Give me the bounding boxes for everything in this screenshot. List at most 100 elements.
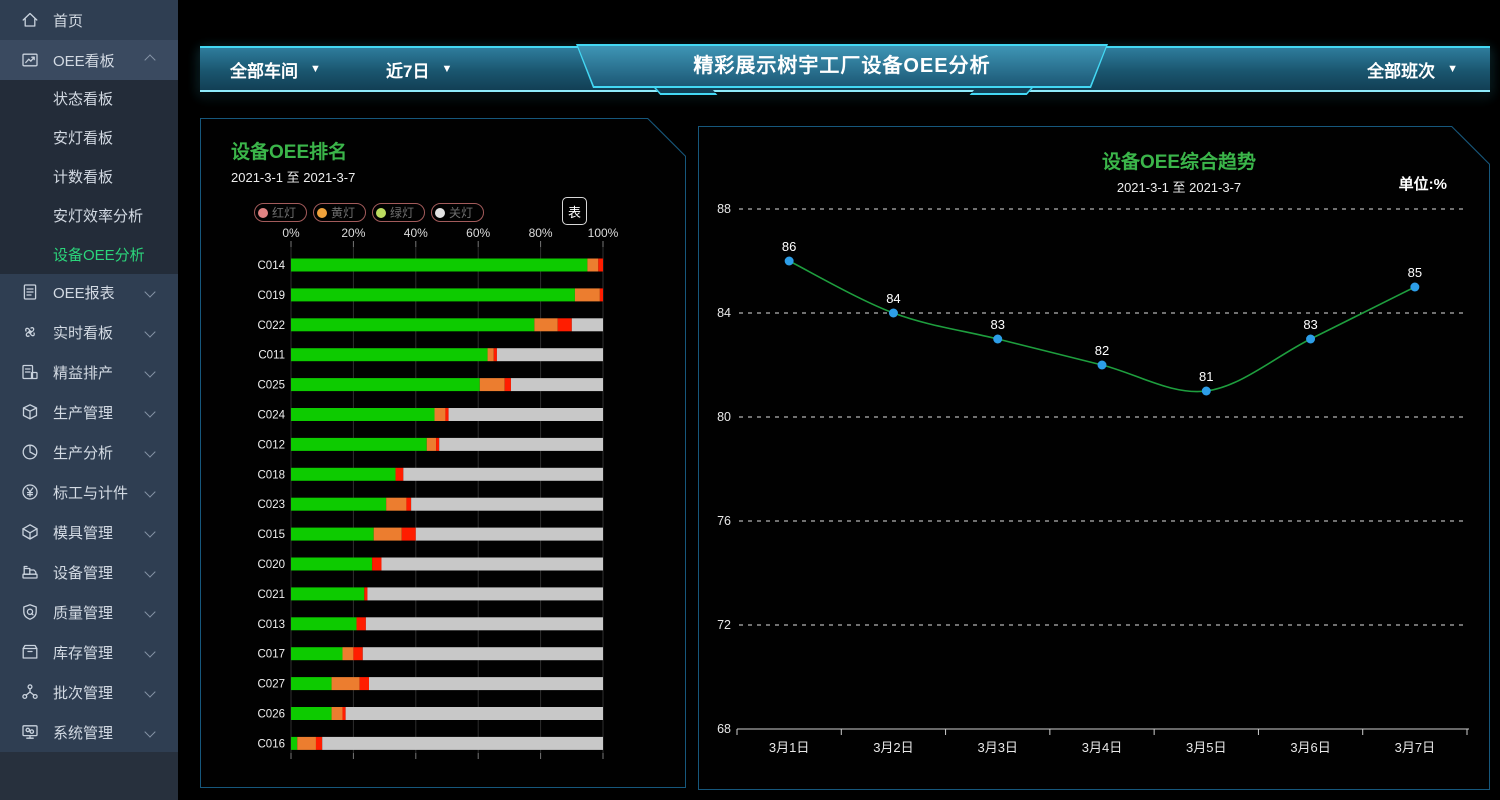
legend-dot — [435, 208, 445, 218]
bar-segment-绿灯 — [291, 737, 297, 750]
legend-item-绿灯[interactable]: 绿灯 — [372, 203, 425, 222]
data-point[interactable] — [1306, 335, 1315, 344]
mold-icon — [22, 524, 38, 540]
sidebar-item-质量管理[interactable]: 质量管理 — [0, 592, 178, 632]
page-title: 精彩展示树宇工厂设备OEE分析 — [693, 55, 991, 77]
bar-category-label: C022 — [258, 320, 286, 332]
data-point[interactable] — [1098, 361, 1107, 370]
bar-category-label: C021 — [258, 589, 286, 601]
data-point[interactable] — [993, 335, 1002, 344]
sidebar-subitem-状态看板[interactable]: 状态看板 — [0, 79, 231, 118]
legend-item-关灯[interactable]: 关灯 — [431, 203, 484, 222]
sidebar-item-系统管理[interactable]: 系统管理 — [0, 712, 178, 752]
bar-segment-绿灯 — [291, 617, 357, 630]
bar-segment-绿灯 — [291, 647, 342, 660]
bar-segment-红灯 — [598, 259, 603, 272]
sidebar-item-精益排产[interactable]: 精益排产 — [0, 352, 178, 392]
bar-segment-黄灯 — [435, 408, 446, 421]
legend-item-黄灯[interactable]: 黄灯 — [313, 203, 366, 222]
x-axis-category-label: 3月2日 — [873, 740, 913, 755]
chevron-down-icon — [144, 446, 156, 458]
data-point-value-label: 85 — [1408, 265, 1422, 280]
bar-segment-绿灯 — [291, 558, 372, 571]
sidebar-item-模具管理[interactable]: 模具管理 — [0, 512, 178, 552]
table-view-toggle-button[interactable]: 表 — [562, 197, 587, 225]
bar-category-label: C026 — [258, 709, 286, 721]
sidebar-item-首页[interactable]: 首页 — [0, 0, 178, 40]
bar-segment-黄灯 — [297, 737, 316, 750]
x-axis-category-label: 3月3日 — [977, 740, 1017, 755]
sidebar-item-label: 设备管理 — [53, 564, 114, 582]
bar-segment-绿灯 — [291, 677, 332, 690]
bar-segment-关灯 — [449, 408, 603, 421]
machine-icon — [22, 565, 38, 579]
bar-segment-黄灯 — [332, 707, 343, 720]
bar-segment-红灯 — [600, 288, 603, 301]
bar-segment-红灯 — [494, 348, 497, 361]
bar-segment-黄灯 — [427, 438, 436, 451]
legend-dot — [258, 208, 268, 218]
data-point[interactable] — [889, 309, 898, 318]
bar-category-label: C011 — [258, 350, 285, 362]
report-icon — [23, 284, 37, 300]
date-range-filter-dropdown[interactable]: 近7日 ▼ — [386, 46, 452, 92]
sidebar-item-label: 安灯看板 — [53, 130, 114, 147]
bar-segment-黄灯 — [374, 528, 402, 541]
bar-segment-红灯 — [357, 617, 366, 630]
workshop-filter-dropdown[interactable]: 全部车间 ▼ — [230, 46, 321, 92]
bar-segment-关灯 — [439, 438, 603, 451]
sidebar-item-label: 库存管理 — [53, 644, 114, 662]
bar-category-label: C013 — [258, 619, 286, 631]
bar-category-label: C015 — [258, 529, 286, 541]
bar-segment-关灯 — [497, 348, 603, 361]
bar-segment-黄灯 — [342, 647, 353, 660]
sidebar-subitem-设备OEE分析[interactable]: 设备OEE分析 — [0, 235, 231, 274]
sidebar-item-label: 系统管理 — [53, 724, 114, 742]
bar-category-label: C019 — [258, 290, 286, 302]
sidebar-item-设备管理[interactable]: 设备管理 — [0, 552, 178, 592]
sidebar-item-OEE报表[interactable]: OEE报表 — [0, 272, 178, 312]
sidebar-item-label: 计数看板 — [53, 169, 114, 186]
sidebar-subitem-安灯看板[interactable]: 安灯看板 — [0, 118, 231, 157]
workshop-filter-label: 全部车间 — [230, 61, 298, 81]
sidebar-item-生产管理[interactable]: 生产管理 — [0, 392, 178, 432]
sidebar-item-实时看板[interactable]: 实时看板 — [0, 312, 178, 352]
bar-segment-关灯 — [416, 528, 603, 541]
sidebar-subitem-计数看板[interactable]: 计数看板 — [0, 157, 231, 196]
data-point[interactable] — [785, 257, 794, 266]
y-axis-tick-label: 84 — [717, 306, 731, 320]
legend-label: 红灯 — [272, 206, 297, 220]
oee-trend-title: 设备OEE综合趋势 — [1101, 152, 1257, 173]
sidebar-item-label: 标工与计件 — [53, 484, 129, 502]
chevron-down-icon — [144, 646, 156, 658]
bar-segment-绿灯 — [291, 259, 587, 272]
shift-filter-label: 全部班次 — [1367, 61, 1436, 81]
sidebar-item-OEE看板[interactable]: OEE看板 — [0, 40, 178, 80]
legend-item-红灯[interactable]: 红灯 — [254, 203, 307, 222]
data-point-value-label: 82 — [1095, 343, 1109, 358]
bar-segment-绿灯 — [291, 468, 396, 481]
y-axis-tick-label: 76 — [717, 514, 731, 528]
sidebar-subitem-安灯效率分析[interactable]: 安灯效率分析 — [0, 196, 231, 235]
shift-filter-dropdown[interactable]: 全部班次 ▼ — [1367, 46, 1458, 92]
data-point[interactable] — [1410, 283, 1419, 292]
home-icon — [22, 12, 38, 27]
sidebar-item-标工与计件[interactable]: 标工与计件 — [0, 472, 178, 512]
bar-segment-关灯 — [363, 647, 603, 660]
sidebar-item-库存管理[interactable]: 库存管理 — [0, 632, 178, 672]
bar-segment-绿灯 — [291, 587, 364, 600]
data-point[interactable] — [1202, 387, 1211, 396]
bar-segment-绿灯 — [291, 348, 488, 361]
system-icon — [22, 725, 38, 739]
bar-segment-绿灯 — [291, 498, 386, 511]
bar-segment-红灯 — [353, 647, 362, 660]
bar-segment-红灯 — [406, 498, 411, 511]
sidebar-item-label: 安灯效率分析 — [53, 208, 144, 225]
sidebar-item-生产分析[interactable]: 生产分析 — [0, 432, 178, 472]
x-axis-tick-label: 80% — [529, 226, 553, 240]
sidebar-item-批次管理[interactable]: 批次管理 — [0, 672, 178, 712]
chevron-down-icon — [144, 286, 156, 298]
x-axis-category-label: 3月7日 — [1395, 740, 1435, 755]
chevron-down-icon — [144, 686, 156, 698]
bar-segment-红灯 — [436, 438, 439, 451]
